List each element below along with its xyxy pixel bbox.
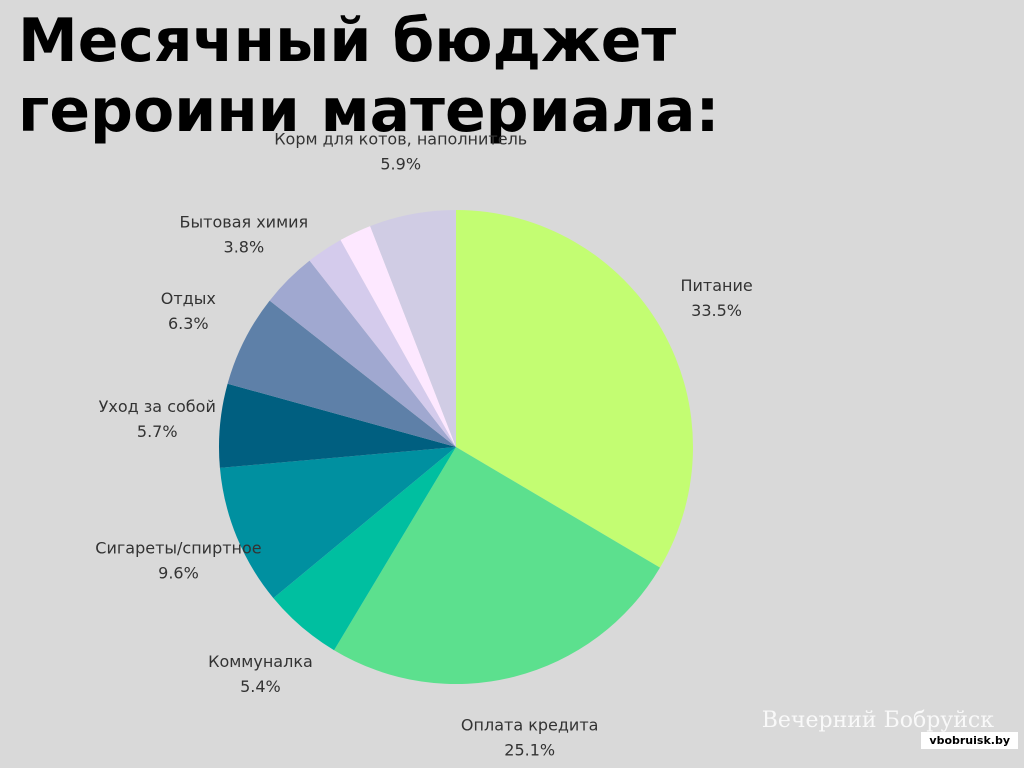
pie-slice: [218, 383, 456, 468]
pie-slice: [456, 210, 693, 568]
pie-slice: [340, 226, 456, 447]
slice-value-label: 25.1%: [504, 740, 555, 759]
slice-value-label: 3.8%: [224, 237, 265, 256]
slice-label: Бытовая химия: [180, 212, 309, 231]
pie-slice: [219, 447, 456, 599]
slice-value-label: 5.4%: [240, 677, 281, 696]
pie-slice: [227, 300, 456, 447]
chart-title: Месячный бюджет героини материала:: [18, 6, 720, 146]
watermark: Вечерний Бобруйск: [761, 708, 994, 733]
slice-label: Коммуналка: [208, 652, 313, 671]
site-label: vbobruisk.by: [921, 732, 1018, 749]
slice-value-label: 33.5%: [691, 301, 742, 320]
slice-label: Питание: [680, 276, 752, 295]
pie-slice: [309, 240, 456, 447]
slice-label: Отдых: [161, 289, 216, 308]
slice-label: Сигареты/спиртное: [95, 538, 261, 557]
pie-slice: [334, 447, 660, 684]
slice-label: Оплата кредита: [461, 715, 599, 734]
pie-slice: [370, 210, 456, 447]
pie-slice: [269, 260, 456, 447]
slice-label: Корм для котов, наполнитель: [274, 130, 527, 149]
slice-value-label: 5.9%: [380, 155, 421, 174]
slice-value-label: 6.3%: [168, 314, 209, 333]
pie-slice: [273, 447, 456, 651]
slice-value-label: 9.6%: [158, 563, 199, 582]
slice-value-label: 5.7%: [137, 422, 178, 441]
slice-label: Уход за собой: [99, 397, 216, 416]
